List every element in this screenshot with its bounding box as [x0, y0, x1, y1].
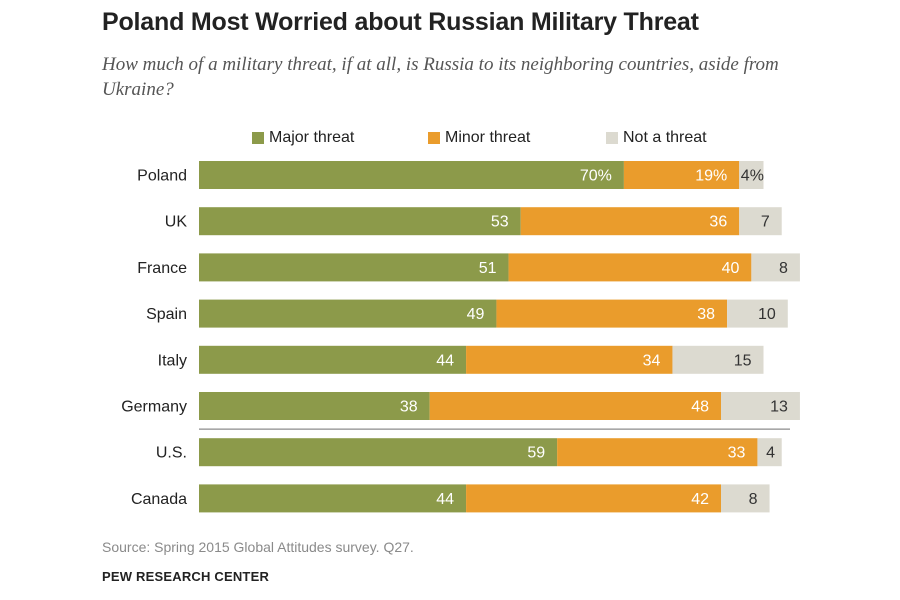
bar-minor-threat-poland [623, 161, 740, 189]
data-label-major-threat-italy: 44 [436, 352, 454, 369]
legend-swatch-major-threat [252, 132, 264, 144]
bar-not-a-threat-canada [721, 484, 770, 513]
data-label-not-a-threat-uk: 7 [761, 214, 770, 231]
data-label-not-a-threat-poland: 4% [741, 168, 764, 185]
data-label-major-threat-france: 51 [479, 260, 497, 277]
category-label-uk: UK [165, 214, 188, 231]
bar-major-threat-poland [199, 161, 624, 189]
category-label-spain: Spain [146, 306, 187, 323]
bar-major-threat-spain [199, 299, 497, 328]
data-label-minor-threat-spain: 38 [697, 306, 715, 323]
category-label-france: France [137, 260, 187, 277]
data-label-major-threat-poland: 70% [580, 168, 612, 185]
data-label-minor-threat-italy: 34 [643, 352, 661, 369]
bar-not-a-threat-germany [721, 392, 800, 420]
data-label-major-threat-spain: 49 [467, 306, 485, 323]
data-label-major-threat-uk: 53 [491, 214, 509, 231]
bar-major-threat-italy [199, 345, 467, 374]
data-label-not-a-threat-italy: 15 [734, 352, 752, 369]
category-label-germany: Germany [121, 399, 187, 416]
chart-subtitle: How much of a military threat, if at all… [102, 54, 779, 100]
category-label-u-s: U.S. [156, 445, 187, 462]
data-label-minor-threat-france: 40 [722, 260, 740, 277]
data-label-major-threat-germany: 38 [400, 399, 418, 416]
legend-label-minor-threat: Minor threat [445, 129, 531, 146]
bar-major-threat-germany [199, 392, 430, 420]
bar-not-a-threat-france [751, 253, 800, 282]
bar-major-threat-france [199, 253, 509, 282]
legend-swatch-not-a-threat [606, 132, 618, 144]
category-label-italy: Italy [158, 352, 187, 369]
bar-not-a-threat-italy [672, 345, 764, 374]
bar-minor-threat-france [508, 253, 752, 282]
data-label-minor-threat-uk: 36 [709, 214, 727, 231]
bar-major-threat-u-s [199, 438, 558, 467]
data-label-minor-threat-germany: 48 [691, 399, 709, 416]
category-label-poland: Poland [137, 168, 187, 185]
credit: PEW RESEARCH CENTER [102, 569, 270, 584]
bar-major-threat-canada [199, 484, 467, 513]
bar-minor-threat-uk [520, 207, 740, 236]
data-label-not-a-threat-canada: 8 [749, 491, 758, 508]
bar-minor-threat-u-s [557, 438, 758, 467]
data-label-major-threat-canada: 44 [436, 491, 454, 508]
source-note: Source: Spring 2015 Global Attitudes sur… [102, 539, 414, 555]
bar-major-threat-uk [199, 207, 521, 236]
data-label-minor-threat-canada: 42 [691, 491, 709, 508]
bar-minor-threat-italy [466, 345, 673, 374]
chart-title: Poland Most Worried about Russian Milita… [102, 8, 699, 36]
bar-not-a-threat-uk [739, 207, 782, 236]
data-label-not-a-threat-germany: 13 [770, 399, 788, 416]
legend-swatch-minor-threat [428, 132, 440, 144]
bar-minor-threat-germany [429, 392, 722, 420]
bar-minor-threat-canada [466, 484, 722, 513]
bar-minor-threat-spain [496, 299, 728, 328]
legend-label-not-a-threat: Not a threat [623, 129, 707, 146]
bar-not-a-threat-poland [739, 161, 764, 189]
bar-not-a-threat-u-s [757, 438, 782, 467]
data-label-minor-threat-poland: 19% [695, 168, 727, 185]
bar-not-a-threat-spain [727, 299, 788, 328]
category-label-canada: Canada [131, 491, 187, 508]
data-label-not-a-threat-france: 8 [779, 260, 788, 277]
data-label-not-a-threat-spain: 10 [758, 306, 776, 323]
data-label-major-threat-u-s: 59 [527, 445, 545, 462]
data-label-not-a-threat-u-s: 4 [766, 445, 775, 462]
legend-label-major-threat: Major threat [269, 129, 355, 146]
data-label-minor-threat-u-s: 33 [728, 445, 746, 462]
